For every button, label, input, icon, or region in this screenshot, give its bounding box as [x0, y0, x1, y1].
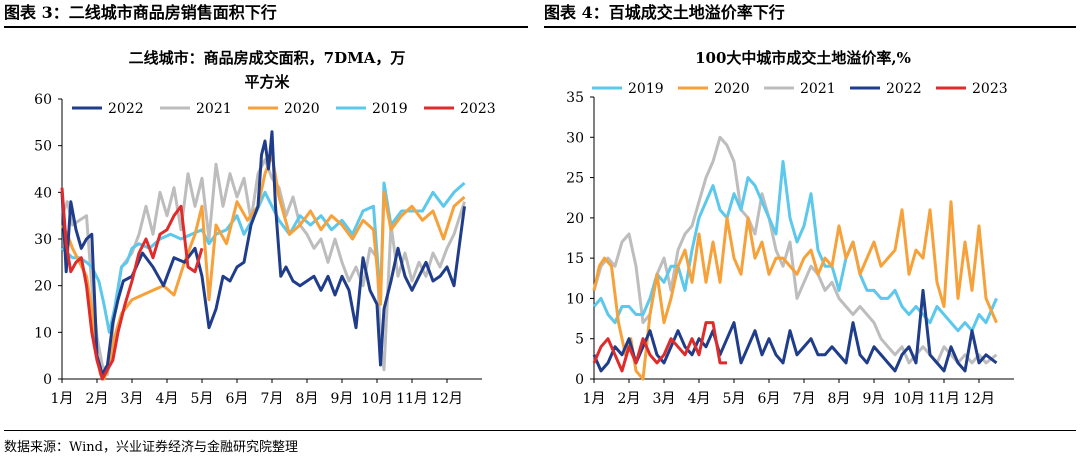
left-line-chart: 二线城市：商品房成交面积，7DMA，万 平方米 0 10 20 30 40 50 60 1月 2… — [34, 49, 496, 407]
left-legend: 2022 2021 2020 2019 2023 — [72, 101, 496, 117]
y-tick-label: 10 — [34, 325, 52, 341]
x-tick-label: 1月 — [583, 391, 606, 407]
series-line-2021 — [592, 135, 998, 365]
right-header-rule — [544, 26, 1076, 28]
series-line-2022 — [60, 130, 466, 376]
x-tick-label: 2月 — [86, 391, 109, 407]
x-tick-label: 3月 — [653, 391, 676, 407]
x-tick-label: 11月 — [928, 391, 960, 407]
legend-label-2021: 2021 — [196, 101, 232, 117]
x-tick-label: 7月 — [261, 391, 284, 407]
x-tick-label: 5月 — [191, 391, 214, 407]
x-tick-label: 10月 — [361, 391, 393, 407]
y-tick-label: 60 — [34, 92, 52, 108]
y-tick-label: 35 — [566, 90, 584, 106]
legend-label-2022: 2022 — [108, 101, 144, 117]
y-tick-label: 20 — [34, 279, 52, 295]
left-figure-header: 图表 3：二线城市商品房销售面积下行 — [4, 3, 277, 22]
x-tick-label: 12月 — [963, 391, 995, 407]
right-figure-header: 图表 4：百城成交土地溢价率下行 — [544, 3, 785, 22]
y-tick-label: 10 — [566, 291, 584, 307]
y-tick-label: 5 — [575, 332, 584, 348]
x-tick-label: 10月 — [893, 391, 925, 407]
right-legend: 2019 2020 2021 2022 2023 — [592, 81, 1008, 97]
left-chart-title-line2: 平方米 — [244, 73, 290, 91]
x-tick-label: 12月 — [431, 391, 463, 407]
x-tick-label: 9月 — [331, 391, 354, 407]
series-line-2020 — [592, 200, 998, 381]
x-tick-label: 3月 — [121, 391, 144, 407]
legend-label-2021: 2021 — [800, 81, 836, 97]
x-tick-label: 6月 — [758, 391, 781, 407]
x-tick-label: 7月 — [793, 391, 816, 407]
y-tick-label: 30 — [566, 130, 584, 146]
x-tick-label: 8月 — [828, 391, 851, 407]
y-tick-label: 25 — [566, 171, 584, 187]
x-tick-label: 2月 — [618, 391, 641, 407]
y-tick-label: 40 — [34, 185, 52, 201]
x-tick-label: 6月 — [226, 391, 249, 407]
y-tick-label: 30 — [34, 232, 52, 248]
x-tick-label: 4月 — [156, 391, 179, 407]
legend-label-2019: 2019 — [628, 81, 664, 97]
y-tick-label: 15 — [566, 251, 584, 267]
left-axes: 0 10 20 30 40 50 60 1月 2月 3月 4月 5月 6月 7月 8月 9月 10月 11月 12月 — [34, 92, 482, 407]
x-tick-label: 11月 — [396, 391, 428, 407]
legend-label-2019: 2019 — [372, 101, 408, 117]
legend-label-2022: 2022 — [886, 81, 922, 97]
series-line-2019 — [592, 160, 998, 333]
series-line-2019 — [61, 181, 466, 334]
series-line-2023 — [60, 187, 204, 381]
x-tick-label: 1月 — [51, 391, 74, 407]
right-series-group — [592, 135, 998, 381]
left-chart-title-line1: 二线城市：商品房成交面积，7DMA，万 — [129, 49, 406, 67]
y-tick-label: 20 — [566, 211, 584, 227]
right-line-chart: 100大中城市成交土地溢价率,% 0 5 10 15 20 25 30 35 1月 2月 3月 4月 5… — [566, 49, 1014, 407]
right-axes: 0 5 10 15 20 25 30 35 1月 2月 3月 4月 5月 6月 7月 8月 9月 10月 11月 12… — [566, 90, 1014, 407]
x-tick-label: 5月 — [723, 391, 746, 407]
y-tick-label: 0 — [43, 372, 52, 388]
y-tick-label: 50 — [34, 139, 52, 155]
x-tick-label: 9月 — [863, 391, 886, 407]
source-note: 数据来源：Wind，兴业证券经济与金融研究院整理 — [4, 440, 298, 455]
footer-rule — [4, 430, 1076, 431]
y-tick-label: 0 — [575, 372, 584, 388]
right-chart-title: 100大中城市成交土地溢价率,% — [695, 49, 911, 67]
left-series-group — [60, 130, 466, 381]
x-tick-label: 8月 — [296, 391, 319, 407]
left-header-rule — [4, 26, 528, 28]
legend-label-2023: 2023 — [972, 81, 1008, 97]
legend-label-2023: 2023 — [460, 101, 496, 117]
series-line-2023 — [592, 321, 727, 373]
x-tick-label: 4月 — [688, 391, 711, 407]
legend-label-2020: 2020 — [714, 81, 750, 97]
legend-label-2020: 2020 — [284, 101, 320, 117]
